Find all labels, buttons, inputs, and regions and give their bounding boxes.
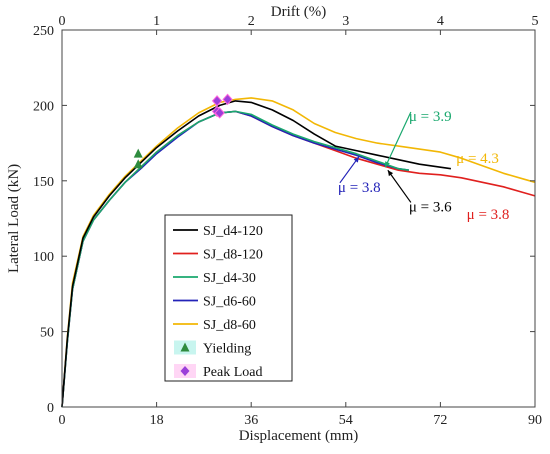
legend-label: SJ_d4-120 — [203, 224, 263, 239]
ductility-label: μ = 3.9 — [409, 109, 452, 125]
series-line-SJ_d8-60 — [61, 97, 536, 408]
top-axis-title: Drift (%) — [271, 4, 326, 20]
markers-layer — [133, 93, 233, 169]
legend-label: SJ_d8-120 — [203, 248, 263, 263]
y-tick-label: 0 — [47, 401, 54, 416]
peak-load-marker — [214, 107, 225, 119]
legend-label: Yielding — [203, 342, 251, 357]
ductility-label: μ = 3.6 — [409, 199, 452, 215]
plot-frame — [61, 29, 536, 408]
legend-label: Peak Load — [203, 365, 262, 380]
y-tick-label: 100 — [33, 250, 54, 265]
yielding-marker — [133, 159, 143, 169]
x-tick-label: 36 — [244, 413, 258, 428]
curves-layer — [61, 97, 536, 408]
annotation-arrowhead — [385, 161, 390, 168]
ductility-label: μ = 3.8 — [338, 180, 381, 196]
top-tick-label: 5 — [532, 14, 539, 29]
annotation-arrow — [384, 111, 412, 168]
top-tick-label: 3 — [342, 14, 349, 29]
x-tick-label: 54 — [339, 413, 353, 428]
legend-label: SJ_d8-60 — [203, 318, 256, 333]
annotation-arrowhead — [387, 170, 394, 177]
legend: SJ_d4-120 SJ_d8-120 SJ_d4-30 SJ_d6-60 SJ_d8-… — [164, 214, 293, 382]
y-tick-label: 50 — [40, 326, 54, 341]
x-axis-title: Displacement (mm) — [239, 428, 359, 444]
top-tick-label: 4 — [437, 14, 444, 29]
top-tick-label: 2 — [248, 14, 255, 29]
legend-label: SJ_d6-60 — [203, 295, 256, 310]
y-axis-title: Lateral Load (kN) — [6, 164, 22, 273]
annotation-arrowhead — [353, 156, 359, 163]
legend-peak-marker — [180, 366, 190, 376]
y-tick-label: 150 — [33, 175, 54, 190]
x-tick-label: 0 — [59, 413, 66, 428]
legend-yielding-marker — [180, 342, 190, 352]
legend-label: SJ_d4-30 — [203, 271, 256, 286]
top-tick-label: 0 — [59, 14, 66, 29]
y-tick-label: 200 — [33, 99, 54, 114]
yielding-marker — [133, 148, 143, 158]
x-tick-label: 72 — [433, 413, 447, 428]
series-line-SJ_d4-120 — [61, 100, 452, 408]
y-tick-label: 250 — [33, 24, 54, 39]
annotations-layer: μ = 3.9 μ = 4.3 μ = 3.8 μ = 3.6 μ = 3.8 — [338, 109, 510, 223]
annotation-arrow — [387, 169, 412, 203]
x-tick-label: 90 — [528, 413, 542, 428]
top-tick-label: 1 — [153, 14, 160, 29]
series-line-SJ_d4-30 — [61, 110, 410, 408]
peak-load-marker — [222, 93, 233, 106]
x-tick-label: 18 — [150, 413, 164, 428]
ductility-label: μ = 3.8 — [467, 207, 510, 223]
ductility-label: μ = 4.3 — [456, 151, 499, 167]
